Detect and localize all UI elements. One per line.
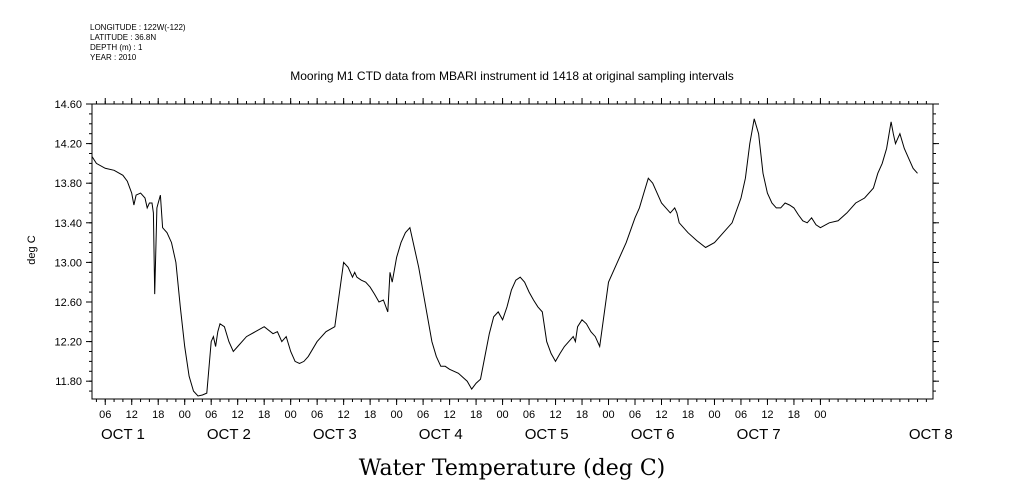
x-hour-label: 18 bbox=[364, 409, 376, 421]
x-hour-label: 00 bbox=[602, 409, 614, 421]
meta-year: YEAR : 2010 bbox=[90, 53, 137, 62]
y-tick-label: 13.40 bbox=[54, 218, 82, 230]
meta-longitude: LONGITUDE : 122W(-122) bbox=[90, 23, 186, 32]
meta-depth: DEPTH (m) : 1 bbox=[90, 43, 143, 52]
x-day-label: OCT 1 bbox=[101, 426, 145, 443]
x-hour-label: 18 bbox=[682, 409, 694, 421]
x-hour-label: 18 bbox=[788, 409, 800, 421]
x-hour-label: 06 bbox=[205, 409, 217, 421]
y-tick-label: 14.20 bbox=[54, 139, 82, 151]
series-line bbox=[91, 118, 918, 397]
x-hour-label: 12 bbox=[655, 409, 667, 421]
metadata-block: LONGITUDE : 122W(-122) LATITUDE : 36.8N … bbox=[90, 23, 186, 62]
x-day-label: OCT 3 bbox=[313, 426, 357, 443]
x-hour-label: 18 bbox=[470, 409, 482, 421]
x-day-label: OCT 5 bbox=[525, 426, 569, 443]
x-hour-label: 06 bbox=[523, 409, 535, 421]
x-hour-label: 00 bbox=[390, 409, 402, 421]
x-hour-label: 06 bbox=[735, 409, 747, 421]
x-hour-label: 06 bbox=[417, 409, 429, 421]
chart-title: Mooring M1 CTD data from MBARI instrumen… bbox=[290, 69, 734, 83]
y-tick-label: 12.60 bbox=[54, 297, 82, 309]
x-hour-label: 00 bbox=[708, 409, 720, 421]
x-hour-label: 06 bbox=[311, 409, 323, 421]
x-day-label: OCT 7 bbox=[737, 426, 781, 443]
x-axis: 06 12 18 00 06 12 18 00 06 12 18 00 06 12 18 00 06 12 18 00… bbox=[99, 98, 953, 443]
minor-ticks bbox=[89, 101, 936, 402]
x-hour-label: 12 bbox=[761, 409, 773, 421]
x-hour-label: 12 bbox=[443, 409, 455, 421]
x-hour-label: 12 bbox=[549, 409, 561, 421]
x-hour-label: 00 bbox=[285, 409, 297, 421]
y-tick-label: 13.00 bbox=[54, 257, 82, 269]
x-day-label: OCT 8 bbox=[909, 426, 953, 443]
x-day-label: OCT 2 bbox=[207, 426, 251, 443]
x-hour-label: 00 bbox=[496, 409, 508, 421]
x-hour-label: 00 bbox=[814, 409, 826, 421]
y-tick-label: 12.20 bbox=[54, 337, 82, 349]
y-tick-label: 13.80 bbox=[54, 178, 82, 190]
x-hour-label: 06 bbox=[629, 409, 641, 421]
y-axis-label: deg C bbox=[26, 235, 38, 264]
x-day-label: OCT 6 bbox=[631, 426, 675, 443]
x-hour-label: 12 bbox=[126, 409, 138, 421]
x-hour-label: 12 bbox=[232, 409, 244, 421]
x-hour-label: 18 bbox=[258, 409, 270, 421]
y-axis: 11.80 12.20 12.60 13.00 13.40 13.80 14.20 14.60 bbox=[54, 99, 939, 388]
x-hour-label: 18 bbox=[576, 409, 588, 421]
x-hour-label: 18 bbox=[152, 409, 164, 421]
y-tick-label: 11.80 bbox=[55, 376, 82, 388]
x-hour-label: 00 bbox=[179, 409, 191, 421]
plot-frame bbox=[91, 103, 934, 400]
x-hour-label: 06 bbox=[99, 409, 111, 421]
x-day-label: OCT 4 bbox=[419, 426, 463, 443]
x-hour-label: 12 bbox=[338, 409, 350, 421]
y-tick-label: 14.60 bbox=[54, 99, 82, 111]
meta-latitude: LATITUDE : 36.8N bbox=[90, 33, 156, 42]
x-axis-title: Water Temperature (deg C) bbox=[359, 456, 666, 481]
